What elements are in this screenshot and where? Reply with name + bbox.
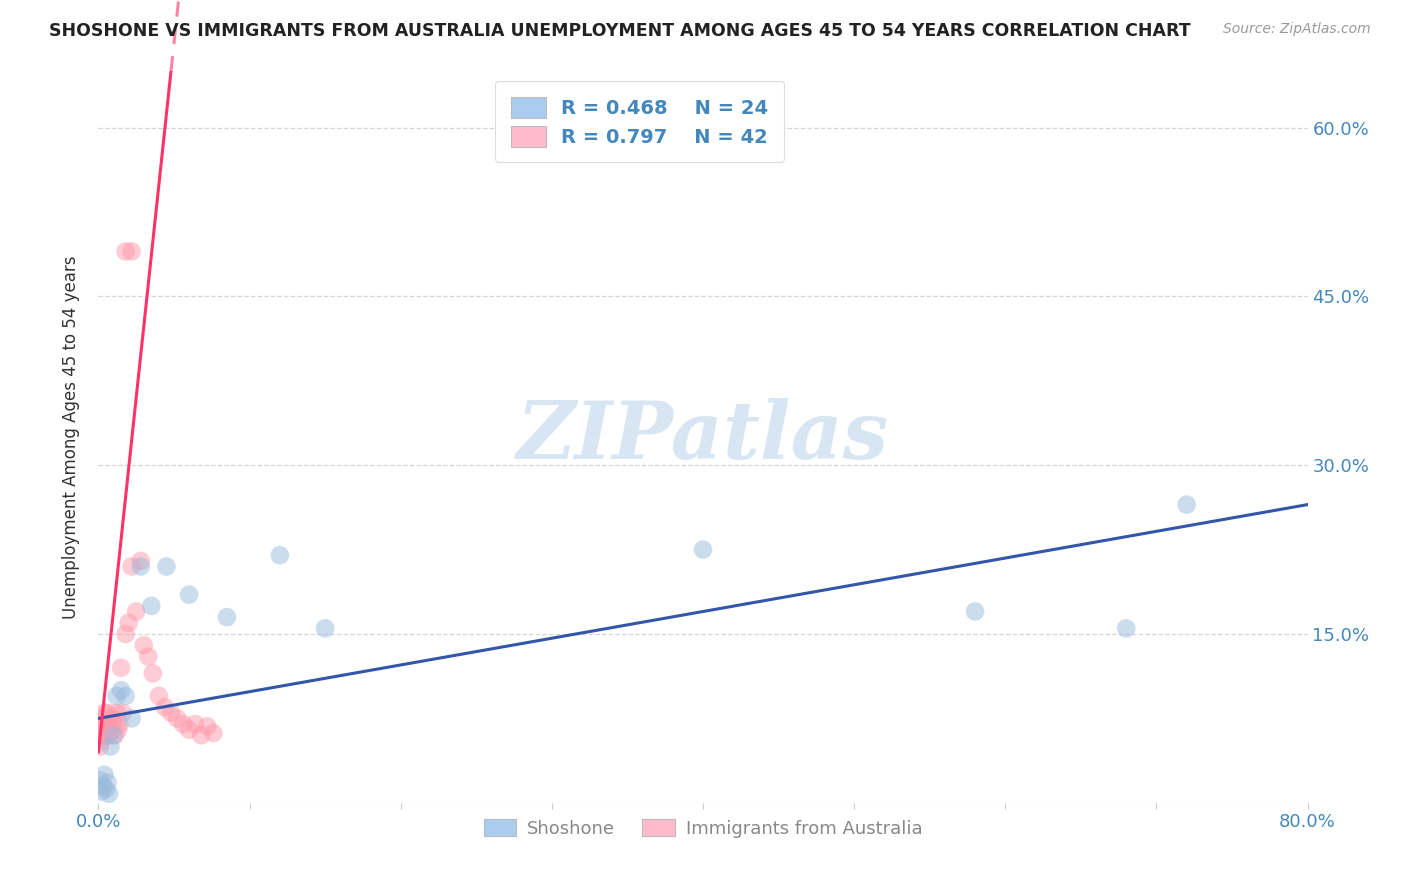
Point	[93, 706, 115, 720]
Point	[103, 717, 125, 731]
Text: SHOSHONE VS IMMIGRANTS FROM AUSTRALIA UNEMPLOYMENT AMONG AGES 45 TO 54 YEARS COR: SHOSHONE VS IMMIGRANTS FROM AUSTRALIA UN…	[49, 22, 1191, 40]
Point	[965, 605, 987, 619]
Point	[94, 782, 117, 797]
Point	[190, 728, 212, 742]
Point	[118, 615, 141, 630]
Point	[89, 739, 111, 754]
Point	[104, 728, 127, 742]
Point	[179, 723, 201, 737]
Point	[136, 649, 159, 664]
Point	[90, 784, 112, 798]
Point	[93, 767, 115, 781]
Point	[93, 723, 115, 737]
Point	[96, 706, 118, 720]
Point	[1175, 498, 1198, 512]
Point	[110, 661, 132, 675]
Point	[125, 605, 148, 619]
Point	[90, 717, 112, 731]
Text: ZIPatlas: ZIPatlas	[517, 399, 889, 475]
Point	[94, 728, 117, 742]
Point	[269, 548, 291, 562]
Text: Source: ZipAtlas.com: Source: ZipAtlas.com	[1223, 22, 1371, 37]
Point	[98, 728, 121, 742]
Point	[166, 711, 188, 725]
Point	[107, 723, 129, 737]
Point	[179, 588, 201, 602]
Point	[89, 728, 111, 742]
Point	[91, 711, 114, 725]
Point	[132, 638, 155, 652]
Point	[101, 711, 124, 725]
Point	[108, 717, 131, 731]
Point	[215, 610, 238, 624]
Point	[114, 627, 136, 641]
Point	[1115, 621, 1137, 635]
Point	[202, 726, 225, 740]
Point	[121, 244, 143, 259]
Point	[155, 559, 177, 574]
Point	[91, 779, 114, 793]
Point	[195, 719, 218, 733]
Point	[129, 554, 152, 568]
Point	[105, 706, 128, 720]
Point	[89, 773, 111, 788]
Point	[692, 542, 714, 557]
Point	[172, 717, 194, 731]
Point	[121, 711, 143, 725]
Point	[160, 706, 183, 720]
Point	[96, 775, 118, 789]
Point	[90, 734, 112, 748]
Point	[121, 559, 143, 574]
Point	[142, 666, 165, 681]
Point	[184, 717, 207, 731]
Point	[98, 787, 121, 801]
Y-axis label: Unemployment Among Ages 45 to 54 years: Unemployment Among Ages 45 to 54 years	[62, 255, 80, 619]
Legend: Shoshone, Immigrants from Australia: Shoshone, Immigrants from Australia	[477, 813, 929, 845]
Point	[314, 621, 336, 635]
Point	[100, 723, 122, 737]
Point	[114, 244, 136, 259]
Point	[111, 706, 134, 720]
Point	[94, 717, 117, 731]
Point	[129, 559, 152, 574]
Point	[96, 723, 118, 737]
Point	[141, 599, 163, 613]
Point	[114, 689, 136, 703]
Point	[110, 683, 132, 698]
Point	[105, 689, 128, 703]
Point	[153, 700, 176, 714]
Point	[100, 739, 122, 754]
Point	[103, 728, 125, 742]
Point	[148, 689, 170, 703]
Point	[91, 728, 114, 742]
